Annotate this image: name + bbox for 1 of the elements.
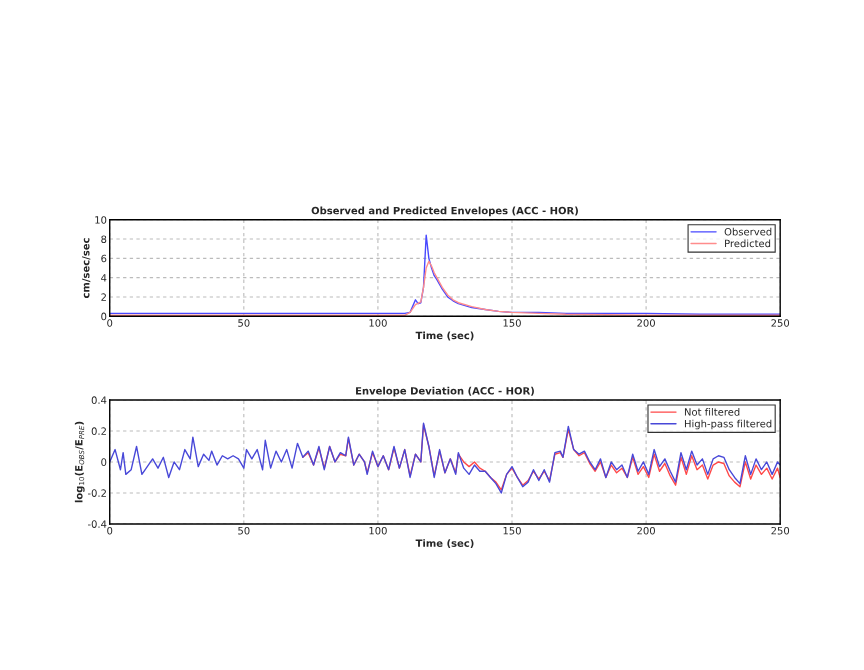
line-series xyxy=(109,422,781,494)
